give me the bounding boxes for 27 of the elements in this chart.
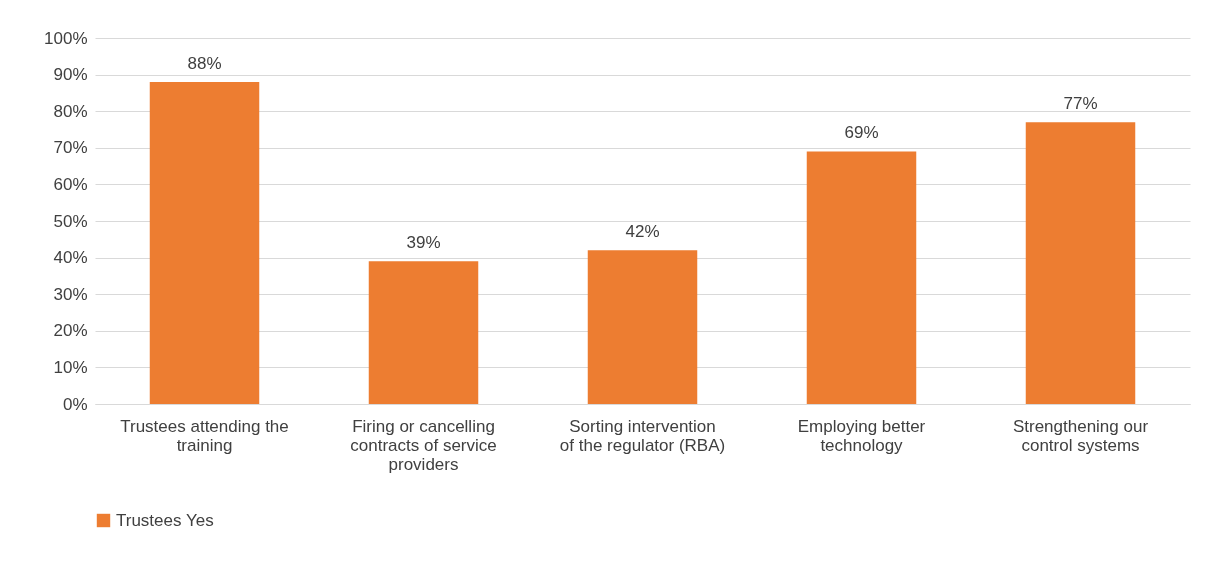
- bar: [149, 81, 260, 404]
- x-tick-label: Strengthening our control systems: [1012, 416, 1149, 455]
- bar: [368, 261, 479, 404]
- y-tick-label: 30%: [53, 284, 88, 304]
- legend-label: Trustees Yes: [116, 510, 214, 530]
- y-tick-label: 0%: [62, 394, 88, 414]
- y-tick-label: 40%: [53, 248, 88, 268]
- bar: [1025, 122, 1136, 404]
- data-label: 88%: [187, 53, 222, 73]
- data-label: 39%: [406, 233, 441, 253]
- x-tick-label: Employing better technology: [797, 416, 926, 455]
- y-tick-label: 80%: [53, 101, 88, 121]
- x-tick-label: Firing or cancelling contracts of service providers: [350, 416, 497, 474]
- y-tick-label: 50%: [53, 211, 88, 231]
- data-label: 69%: [844, 123, 879, 143]
- bar: [587, 250, 698, 404]
- y-tick-label: 10%: [53, 357, 88, 377]
- data-label: 77%: [1063, 94, 1098, 114]
- x-tick-label: Trustees attending the training: [120, 416, 289, 455]
- data-label: 42%: [625, 222, 660, 242]
- y-tick-label: 90%: [53, 65, 88, 85]
- bar: [806, 151, 917, 404]
- y-tick-label: 20%: [53, 321, 88, 341]
- y-tick-label: 100%: [44, 28, 88, 48]
- x-tick-label: Sorting intervention of the regulator (RBA): [559, 416, 726, 455]
- y-tick-label: 60%: [53, 174, 88, 194]
- y-tick-label: 70%: [53, 138, 88, 158]
